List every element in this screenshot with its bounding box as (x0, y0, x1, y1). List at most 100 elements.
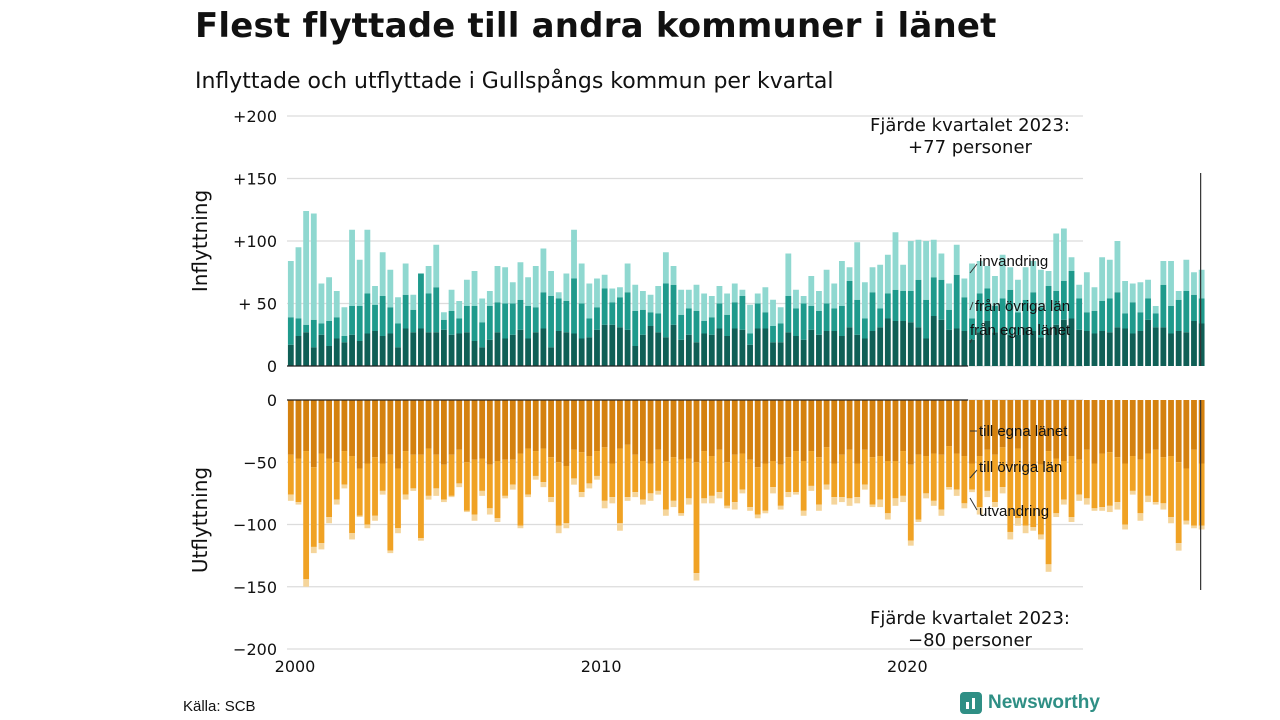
bar-segment (777, 464, 784, 506)
bar-segment (831, 331, 838, 366)
bar-segment (701, 333, 708, 366)
bar-segment (548, 497, 554, 503)
bar-segment (395, 528, 401, 534)
bar-segment (609, 288, 616, 303)
bar-segment (984, 400, 991, 450)
bar-segment (548, 296, 554, 348)
bar-segment (838, 306, 845, 336)
bar-segment (800, 461, 807, 511)
bar-segment (854, 463, 861, 498)
bar-segment (1152, 306, 1159, 314)
bar-segment (946, 309, 952, 330)
bar-segment (1037, 464, 1044, 535)
bar-segment (333, 317, 340, 339)
bar-segment (900, 291, 907, 321)
bar-segment (808, 329, 815, 366)
bar-segment (586, 283, 593, 319)
bar-segment (938, 400, 945, 455)
bar-segment (1053, 513, 1060, 518)
bar-segment (1152, 502, 1159, 505)
bar-segment (961, 278, 968, 298)
bar-segment (838, 261, 845, 306)
bar-segment (693, 284, 700, 311)
bar-segment (601, 274, 608, 289)
bar-segment (662, 509, 669, 516)
bar-segment (693, 400, 700, 463)
bar-segment (831, 463, 838, 498)
bar-segment (1175, 291, 1182, 300)
bar-segment (387, 269, 394, 308)
bar-segment (946, 400, 952, 447)
bar-segment (540, 448, 547, 483)
bar-segment (333, 400, 340, 463)
bar-segment (969, 463, 975, 490)
bar-segment (563, 400, 570, 466)
bar-segment (662, 400, 669, 462)
bar-segment (1114, 502, 1121, 510)
bar-segment (1198, 463, 1205, 526)
bar-segment (1045, 451, 1052, 565)
bar-segment (739, 296, 746, 330)
bar-segment (739, 453, 746, 490)
bar-segment (1168, 333, 1174, 366)
bar-segment (486, 508, 493, 515)
bar-segment (1122, 313, 1129, 329)
bar-segment (861, 484, 868, 490)
bar-segment (617, 287, 623, 298)
bar-segment (1007, 334, 1014, 366)
bar-segment (1053, 291, 1060, 325)
bar-segment (1068, 271, 1075, 319)
bar-segment (532, 266, 539, 308)
bar-segment (425, 400, 432, 449)
bar-segment (831, 283, 838, 309)
bar-segment (1160, 284, 1167, 328)
bar-segment (1183, 400, 1190, 469)
bar-segment (502, 303, 509, 339)
bar-segment (1099, 257, 1106, 301)
bar-segment (923, 241, 930, 300)
bar-segment (502, 338, 509, 366)
annotation-text: +77 personer (908, 137, 1032, 158)
bar-segment (953, 328, 960, 366)
bar-segment (762, 328, 769, 366)
bar-segment (517, 299, 524, 330)
bar-segment (463, 510, 470, 513)
bar-segment (333, 499, 340, 505)
bar-segment (1145, 495, 1151, 503)
bar-segment (1106, 400, 1113, 453)
bar-segment (632, 400, 639, 455)
bar-segment (525, 400, 532, 449)
bar-segment (517, 262, 524, 300)
bar-segment (678, 289, 685, 315)
bar-segment (800, 339, 807, 366)
bar-segment (808, 451, 815, 486)
bar-segment (1030, 400, 1037, 468)
bar-segment (517, 400, 524, 454)
bar-segment (816, 311, 822, 335)
bar-segment (662, 337, 669, 366)
bar-segment (785, 492, 792, 498)
bar-segment (785, 332, 792, 366)
bar-segment (555, 525, 562, 534)
bar-segment (693, 342, 700, 366)
axis-title: Inflyttning (188, 190, 212, 292)
bar-segment (762, 312, 769, 329)
bar-segment (1030, 261, 1037, 293)
bar-segment (877, 308, 884, 328)
bar-segment (953, 453, 960, 490)
bar-segment (846, 281, 853, 328)
bar-segment (1068, 456, 1075, 518)
x-tick-label: 2020 (887, 657, 928, 676)
bar-segment (1015, 518, 1021, 526)
bar-segment (923, 456, 930, 494)
brand-logo[interactable]: Newsworthy (960, 692, 1100, 714)
bar-segment (708, 400, 715, 457)
bar-segment (969, 400, 975, 464)
bar-segment (823, 484, 830, 490)
bar-segment (1191, 400, 1197, 450)
bar-segment (1045, 564, 1052, 572)
bar-segment (816, 291, 822, 311)
bar-segment (861, 338, 868, 366)
bar-chart-icon (960, 692, 982, 714)
